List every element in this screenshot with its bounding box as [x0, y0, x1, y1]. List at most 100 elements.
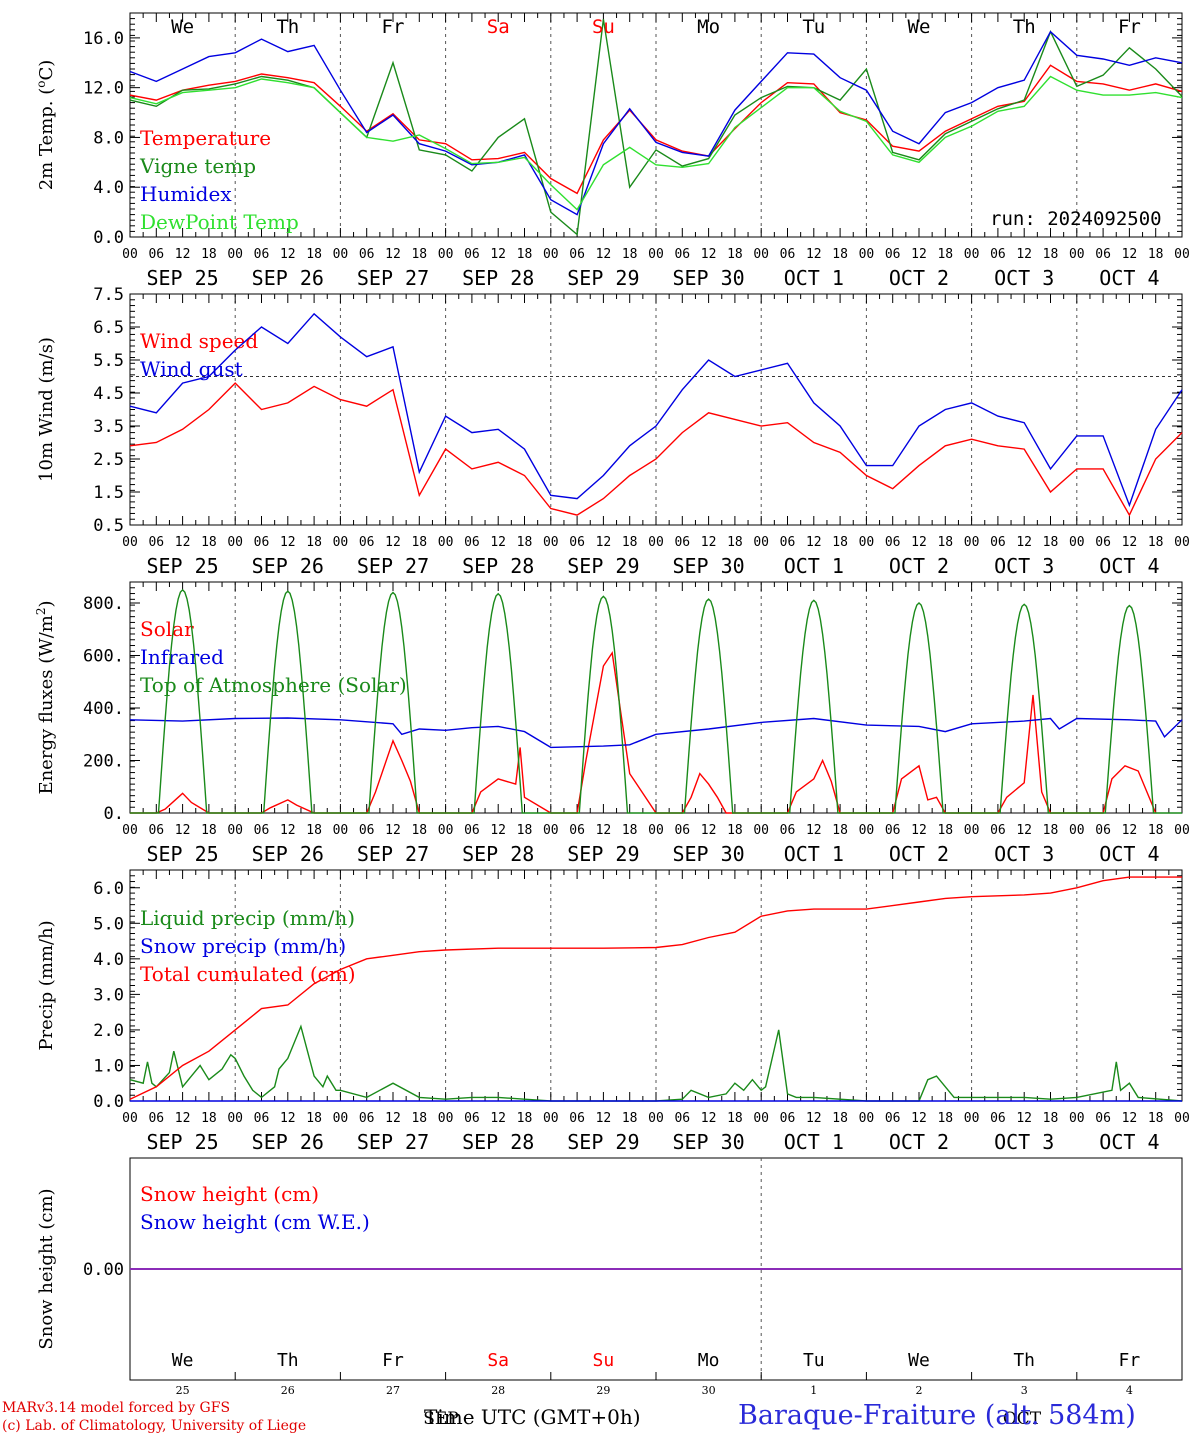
weekday-label: We [908, 1350, 930, 1371]
day-number-label: 27 [386, 1384, 400, 1397]
date-label: OCT 4 [1099, 266, 1159, 290]
date-label: SEP 28 [462, 554, 534, 578]
hour-tick-label: 06 [1095, 1111, 1111, 1126]
hour-tick-label: 00 [753, 535, 769, 550]
station-name: Baraque-Fraiture (alt. 584m) [738, 1400, 1136, 1431]
day-number-label: 25 [176, 1384, 190, 1397]
weekday-label: Su [592, 16, 615, 38]
legend-entry: Snow height (cm) [140, 1182, 319, 1206]
hour-tick-label: 12 [385, 823, 401, 838]
series-line-total-cumulated-cm- [129, 876, 1182, 1100]
y-tick-label: 3.5 [93, 417, 124, 437]
hour-tick-label: 06 [674, 1111, 690, 1126]
hour-tick-label: 00 [438, 1111, 454, 1126]
y-tick-label: 16.0 [83, 29, 124, 49]
day-number-label: 26 [281, 1384, 295, 1397]
hour-tick-label: 12 [1122, 535, 1138, 550]
y-tick-label: 6.0 [93, 879, 124, 899]
date-label: SEP 26 [252, 842, 324, 866]
weekday-label: Mo [698, 1350, 720, 1371]
hour-tick-label: 18 [622, 247, 638, 262]
date-label: SEP 27 [357, 842, 429, 866]
date-label: SEP 29 [567, 266, 639, 290]
date-label: OCT 3 [994, 842, 1054, 866]
series-line-humidex [129, 30, 1183, 216]
hour-tick-label: 06 [990, 247, 1006, 262]
date-label: SEP 27 [357, 266, 429, 290]
hour-tick-label: 00 [859, 1111, 875, 1126]
weekday-label: Th [276, 16, 299, 38]
y-tick-label: 4.0 [93, 178, 124, 198]
hour-tick-label: 06 [885, 247, 901, 262]
y-tick-label: 6.5 [93, 318, 124, 338]
hour-tick-label: 06 [359, 1111, 375, 1126]
run-label: run: 2024092500 [990, 208, 1162, 230]
date-label: SEP 26 [252, 1130, 324, 1154]
hour-tick-label: 18 [727, 535, 743, 550]
hour-tick-label: 06 [464, 247, 480, 262]
hour-tick-label: 12 [280, 1111, 296, 1126]
hour-tick-label: 12 [911, 823, 927, 838]
hour-tick-label: 00 [122, 1111, 138, 1126]
hour-tick-label: 12 [701, 247, 717, 262]
hour-tick-label: 00 [1174, 1111, 1190, 1126]
hour-tick-label: 18 [306, 1111, 322, 1126]
hour-tick-label: 18 [1043, 247, 1059, 262]
day-number-label: 28 [491, 1384, 505, 1397]
hour-tick-label: 18 [1043, 535, 1059, 550]
hour-tick-label: 18 [727, 247, 743, 262]
hour-tick-label: 12 [911, 247, 927, 262]
hour-tick-label: 06 [569, 823, 585, 838]
hour-tick-label: 18 [727, 1111, 743, 1126]
date-label: OCT 2 [889, 842, 949, 866]
hour-tick-label: 18 [622, 1111, 638, 1126]
weekday-label: Fr [382, 1350, 404, 1371]
hour-tick-label: 18 [517, 823, 533, 838]
date-label: OCT 3 [994, 1130, 1054, 1154]
y-tick-label: 8.0 [93, 128, 124, 148]
y-tick-label: 1.0 [93, 1056, 124, 1076]
hour-tick-label: 12 [806, 1111, 822, 1126]
hour-tick-label: 18 [622, 823, 638, 838]
weekday-label: We [172, 1350, 194, 1371]
date-label: SEP 26 [252, 266, 324, 290]
series-line-top-of-atmosphere-solar- [130, 588, 1182, 814]
weekday-label: Th [1013, 1350, 1035, 1371]
date-label: OCT 4 [1099, 554, 1159, 578]
weekday-label: Th [277, 1350, 299, 1371]
y-tick-label: 2.5 [93, 450, 124, 470]
y-tick-label: 5.5 [93, 351, 124, 371]
date-label: SEP 28 [462, 842, 534, 866]
hour-tick-label: 06 [569, 1111, 585, 1126]
unit-superscript: 2 [34, 607, 48, 615]
legend-entry: DewPoint Temp [140, 210, 299, 234]
hour-tick-label: 06 [569, 247, 585, 262]
date-label: OCT 4 [1099, 842, 1159, 866]
month-label-oct: OCT [1003, 1409, 1042, 1429]
hour-tick-label: 18 [937, 535, 953, 550]
hour-tick-label: 18 [201, 1111, 217, 1126]
date-label: SEP 27 [357, 554, 429, 578]
hour-tick-label: 12 [1016, 247, 1032, 262]
y-tick-label: 12.0 [83, 79, 124, 99]
hour-tick-label: 00 [964, 823, 980, 838]
weekday-label: Sa [487, 16, 510, 38]
credit-line-2: (c) Lab. of Climatology, University of L… [2, 1418, 307, 1434]
hour-tick-label: 18 [937, 1111, 953, 1126]
hour-tick-label: 06 [780, 535, 796, 550]
y-axis-title: Energy fluxes (W/m2) [34, 600, 57, 794]
hour-tick-label: 06 [885, 823, 901, 838]
hour-tick-label: 06 [885, 1111, 901, 1126]
hour-tick-label: 18 [517, 535, 533, 550]
hour-tick-label: 12 [385, 535, 401, 550]
hour-tick-label: 00 [1069, 823, 1085, 838]
y-axis-title: Snow height (cm) [36, 1188, 57, 1349]
unit-close: C) [36, 60, 57, 81]
date-label: SEP 26 [252, 554, 324, 578]
hour-tick-label: 18 [937, 247, 953, 262]
hour-tick-label: 18 [832, 1111, 848, 1126]
weekday-label: Fr [1118, 16, 1141, 38]
hour-tick-label: 00 [333, 535, 349, 550]
hour-tick-label: 00 [1069, 1111, 1085, 1126]
hour-tick-label: 18 [411, 1111, 427, 1126]
